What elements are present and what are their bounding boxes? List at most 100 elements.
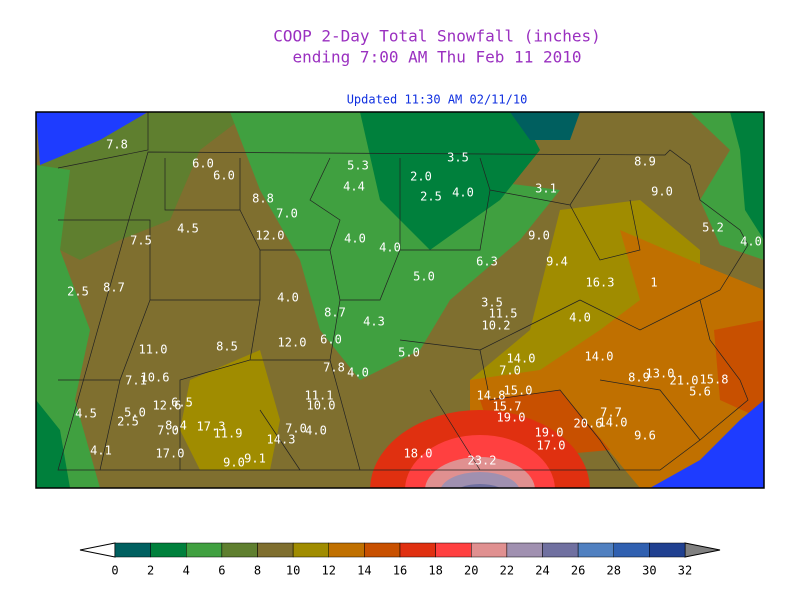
station-value: 8.7 [103,281,125,295]
station-value: 5.6 [689,385,711,399]
station-value: 4.1 [90,444,112,458]
station-value: 8.9 [634,155,656,169]
station-value: 11.0 [139,343,168,357]
station-value: 10.2 [482,319,511,333]
updated-time: Updated 11:30 AM 02/11/10 [347,93,528,107]
station-value: 8.4 [165,419,187,433]
station-value: 17.0 [537,439,566,453]
station-value: 5.0 [398,346,420,360]
station-value: 4.0 [452,186,474,200]
station-value: 7.0 [285,422,307,436]
legend-swatch [114,542,151,558]
legend-swatch [221,542,258,558]
legend-tick-label: 10 [286,564,300,578]
legend-tick-label: 0 [111,564,118,578]
station-value: 10.0 [307,399,336,413]
legend-tick-label: 8 [254,564,261,578]
station-value: 9.6 [634,429,656,443]
legend-tick-label: 18 [428,564,442,578]
station-value: 9.0 [223,456,245,470]
station-value: 8.5 [216,340,238,354]
station-value: 4.0 [740,235,762,249]
station-value: 10.6 [141,371,170,385]
station-value: 8.7 [324,306,346,320]
legend-tick-label: 16 [393,564,407,578]
legend-tick-label: 26 [571,564,585,578]
station-value: 7.1 [125,374,147,388]
station-value: 9.4 [546,255,568,269]
station-value: 14.0 [585,350,614,364]
station-value: 12.6 [153,399,182,413]
station-value: 6.0 [192,157,214,171]
legend-tick-label: 28 [607,564,621,578]
station-value: 3.5 [447,151,469,165]
station-value: 9.0 [528,229,550,243]
station-value: 19.0 [497,411,526,425]
station-value: 2.0 [410,170,432,184]
station-value: 1 [650,276,657,290]
station-value: 11.1 [305,389,334,403]
station-value: 2.5 [420,190,442,204]
legend-swatch [577,542,614,558]
station-value: 4.0 [347,366,369,380]
legend-over [684,542,721,558]
station-value: 5.0 [413,270,435,284]
legend-tick-label: 2 [147,564,154,578]
station-value: 4.0 [305,424,327,438]
station-value: 16.3 [586,276,615,290]
legend-swatch [328,542,365,558]
station-value: 14.0 [599,416,628,430]
station-value: 2.5 [67,285,89,299]
station-value: 17.0 [156,447,185,461]
station-value: 18.0 [404,447,433,461]
station-value: 4.5 [177,222,199,236]
legend-swatch [364,542,401,558]
station-value: 19.0 [535,426,564,440]
station-value: 5.0 [124,406,146,420]
station-value: 12.0 [256,229,285,243]
station-value: 7.7 [600,406,622,420]
legend-tick-label: 22 [500,564,514,578]
legend-swatch [471,542,508,558]
station-value: 7.5 [130,234,152,248]
station-value: 11.5 [489,307,518,321]
station-value: 21.0 [670,374,699,388]
legend-tick-label: 4 [183,564,190,578]
map-title: COOP 2-Day Total Snowfall (inches) [273,27,601,46]
legend-swatch [150,542,187,558]
station-value: 6.0 [320,333,342,347]
station-value: 4.0 [344,232,366,246]
legend-swatch [649,542,686,558]
station-value: 23.2 [468,454,497,468]
legend-tick-label: 14 [357,564,371,578]
station-value: 14.0 [507,352,536,366]
legend-swatch [399,542,436,558]
station-value: 6.3 [476,255,498,269]
legend-tick-label: 12 [322,564,336,578]
station-value: 4.0 [277,291,299,305]
station-value: 15.0 [504,384,533,398]
legend-swatch [186,542,223,558]
station-value: 5.3 [347,159,369,173]
map-frame [35,111,765,489]
station-value: 9.1 [244,452,266,466]
station-value: 6.5 [171,396,193,410]
legend-swatch [506,542,543,558]
legend-tick-label: 32 [678,564,692,578]
station-value: 7.0 [276,207,298,221]
station-value: 8.8 [252,192,274,206]
legend-tick-label: 6 [218,564,225,578]
station-value: 9.0 [651,185,673,199]
map-subtitle: ending 7:00 AM Thu Feb 11 2010 [293,48,582,67]
station-value: 11.9 [214,427,243,441]
station-value: 8.9 [628,371,650,385]
legend-tick-label: 24 [535,564,549,578]
station-value: 7.8 [106,138,128,152]
station-value: 14.8 [477,389,506,403]
snowfall-field [36,112,764,488]
station-value: 7.0 [499,364,521,378]
legend-swatch [292,542,329,558]
station-value: 15.8 [700,373,729,387]
legend-tick-label: 20 [464,564,478,578]
